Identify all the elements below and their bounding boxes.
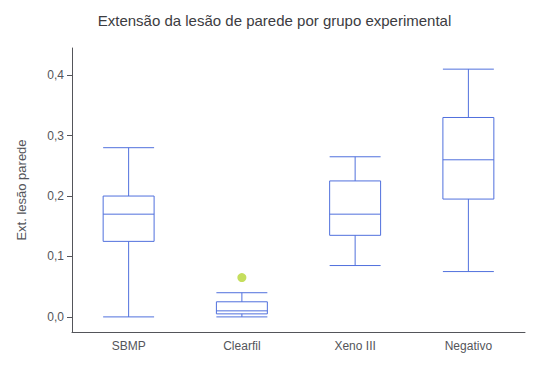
svg-text:0,3: 0,3 xyxy=(47,129,64,143)
svg-text:Clearfil: Clearfil xyxy=(223,339,260,353)
svg-text:0,0: 0,0 xyxy=(47,310,64,324)
svg-text:0,1: 0,1 xyxy=(47,249,64,263)
svg-text:0,4: 0,4 xyxy=(47,68,64,82)
svg-text:Extensão da lesão de parede po: Extensão da lesão de parede por grupo ex… xyxy=(98,12,452,29)
svg-text:0,2: 0,2 xyxy=(47,189,64,203)
svg-text:Negativo: Negativo xyxy=(445,339,493,353)
svg-text:Xeno III: Xeno III xyxy=(334,339,375,353)
svg-text:SBMP: SBMP xyxy=(112,339,146,353)
svg-text:Ext. lesão parede: Ext. lesão parede xyxy=(14,139,29,240)
